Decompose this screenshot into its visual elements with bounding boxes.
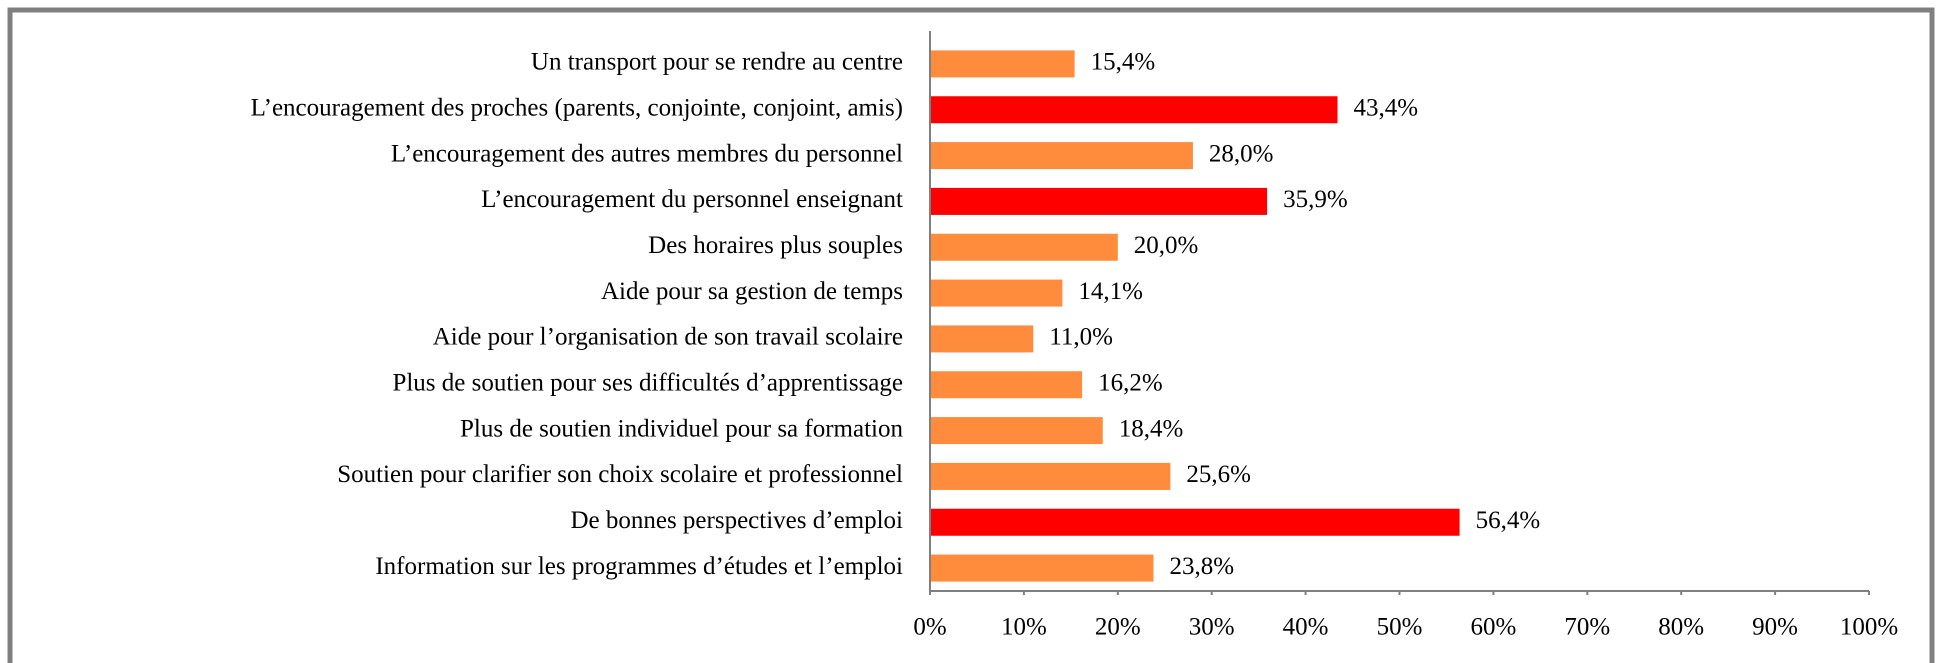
frame bbox=[7, 7, 1935, 663]
value-label: 20,0% bbox=[1134, 232, 1199, 259]
y-tick-label: L’encouragement des autres membres du pe… bbox=[391, 140, 903, 167]
bar bbox=[930, 508, 1460, 536]
x-tick-label: 60% bbox=[1470, 614, 1516, 641]
bar bbox=[930, 233, 1118, 261]
bar bbox=[930, 417, 1103, 445]
x-tick-label: 90% bbox=[1752, 614, 1798, 641]
y-tick-label: De bonnes perspectives d’emploi bbox=[570, 507, 903, 534]
value-label: 35,9% bbox=[1283, 186, 1348, 213]
bar bbox=[930, 142, 1193, 170]
y-tick-label: L’encouragement des proches (parents, co… bbox=[251, 94, 903, 121]
value-label: 28,0% bbox=[1209, 140, 1274, 167]
value-label: 56,4% bbox=[1476, 507, 1541, 534]
bar bbox=[930, 50, 1075, 78]
bar bbox=[930, 187, 1268, 215]
value-label: 18,4% bbox=[1119, 415, 1184, 442]
y-tick-label: Information sur les programmes d’études … bbox=[375, 553, 903, 580]
x-tick-label: 50% bbox=[1377, 614, 1423, 641]
x-tick-label: 100% bbox=[1840, 614, 1898, 641]
y-tick-label: Aide pour l’organisation de son travail … bbox=[433, 324, 903, 351]
y-tick-label: Aide pour sa gestion de temps bbox=[601, 278, 903, 305]
x-tick-label: 40% bbox=[1283, 614, 1329, 641]
bar bbox=[930, 96, 1338, 124]
value-label: 11,0% bbox=[1049, 324, 1113, 351]
y-tick-label: Plus de soutien individuel pour sa forma… bbox=[460, 415, 904, 442]
value-label: 25,6% bbox=[1186, 461, 1251, 488]
y-tick-label: Des horaires plus souples bbox=[648, 232, 903, 259]
y-tick-label: Soutien pour clarifier son choix scolair… bbox=[337, 461, 903, 488]
value-label: 15,4% bbox=[1091, 49, 1156, 76]
bar bbox=[930, 462, 1171, 490]
value-label: 14,1% bbox=[1078, 278, 1143, 305]
x-tick-label: 10% bbox=[1001, 614, 1047, 641]
y-tick-label: Un transport pour se rendre au centre bbox=[531, 49, 903, 76]
bar bbox=[930, 554, 1154, 582]
y-tick-label: Plus de soutien pour ses difficultés d’a… bbox=[392, 369, 903, 396]
value-label: 23,8% bbox=[1169, 553, 1234, 580]
x-tick-label: 80% bbox=[1658, 614, 1704, 641]
value-label: 43,4% bbox=[1354, 94, 1419, 121]
value-label: 16,2% bbox=[1098, 369, 1163, 396]
bar bbox=[930, 325, 1034, 353]
x-tick-label: 20% bbox=[1095, 614, 1141, 641]
x-tick-label: 0% bbox=[913, 614, 946, 641]
x-tick-label: 70% bbox=[1564, 614, 1610, 641]
x-tick-label: 30% bbox=[1189, 614, 1235, 641]
bar bbox=[930, 279, 1063, 307]
bar bbox=[930, 371, 1083, 399]
y-tick-label: L’encouragement du personnel enseignant bbox=[481, 186, 903, 213]
